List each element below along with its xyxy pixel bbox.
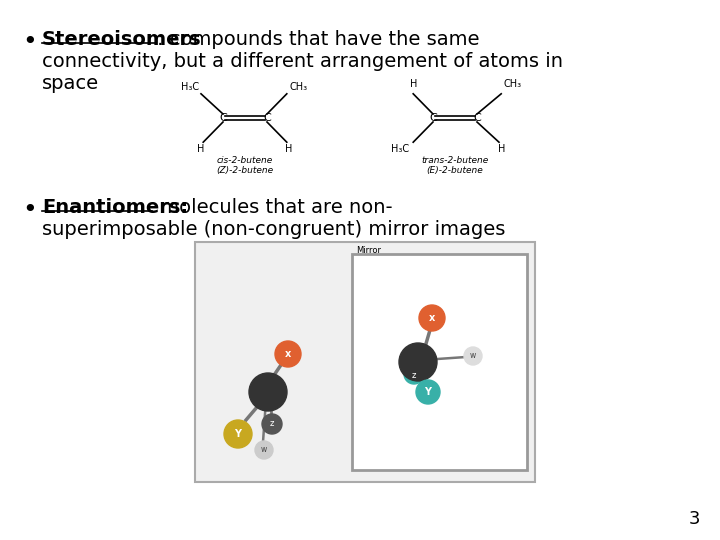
Text: •: • bbox=[22, 30, 37, 54]
Text: Mirror: Mirror bbox=[356, 246, 381, 255]
FancyBboxPatch shape bbox=[352, 254, 527, 470]
Circle shape bbox=[224, 420, 252, 448]
Text: z: z bbox=[412, 370, 416, 380]
Text: H: H bbox=[410, 79, 417, 90]
Text: w: w bbox=[470, 352, 476, 361]
Text: space: space bbox=[42, 74, 99, 93]
Text: •: • bbox=[22, 198, 37, 222]
Text: Enantiomers:: Enantiomers: bbox=[42, 198, 188, 217]
Text: w: w bbox=[261, 446, 267, 455]
Text: H₃C: H₃C bbox=[391, 144, 409, 154]
Text: : compounds that have the same: : compounds that have the same bbox=[157, 30, 480, 49]
Text: trans-2-butene
(E)-2-butene: trans-2-butene (E)-2-butene bbox=[421, 156, 489, 176]
Text: C: C bbox=[263, 113, 271, 123]
Circle shape bbox=[416, 380, 440, 404]
Text: molecules that are non-: molecules that are non- bbox=[154, 198, 392, 217]
Circle shape bbox=[419, 305, 445, 331]
Text: C: C bbox=[473, 113, 481, 123]
Text: C: C bbox=[429, 113, 437, 123]
Text: Y: Y bbox=[425, 387, 431, 397]
Text: C: C bbox=[219, 113, 227, 123]
Text: CH₃: CH₃ bbox=[289, 82, 307, 92]
Text: x: x bbox=[285, 349, 291, 359]
Circle shape bbox=[249, 373, 287, 411]
Text: superimposable (non-congruent) mirror images: superimposable (non-congruent) mirror im… bbox=[42, 220, 505, 239]
Circle shape bbox=[275, 341, 301, 367]
Text: CH₃: CH₃ bbox=[503, 79, 521, 90]
Circle shape bbox=[399, 343, 437, 381]
Text: connectivity, but a different arrangement of atoms in: connectivity, but a different arrangemen… bbox=[42, 52, 563, 71]
Text: H: H bbox=[285, 144, 293, 154]
Circle shape bbox=[464, 347, 482, 365]
FancyBboxPatch shape bbox=[195, 242, 535, 482]
Circle shape bbox=[404, 364, 424, 384]
Text: H: H bbox=[197, 144, 204, 154]
Text: 3: 3 bbox=[688, 510, 700, 528]
Circle shape bbox=[262, 414, 282, 434]
Text: Stereoisomers: Stereoisomers bbox=[42, 30, 202, 49]
Text: H₃C: H₃C bbox=[181, 82, 199, 92]
Text: H: H bbox=[498, 144, 505, 154]
Circle shape bbox=[255, 441, 273, 459]
Text: Y: Y bbox=[235, 429, 241, 439]
Text: x: x bbox=[429, 313, 435, 323]
Text: z: z bbox=[270, 420, 274, 429]
Text: cis-2-butene
(Z)-2-butene: cis-2-butene (Z)-2-butene bbox=[217, 156, 274, 176]
